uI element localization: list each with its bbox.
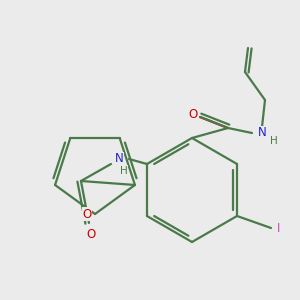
Text: O: O <box>82 208 91 220</box>
Text: H: H <box>120 166 128 176</box>
Text: I: I <box>277 221 281 235</box>
Text: N: N <box>258 127 266 140</box>
Text: H: H <box>270 136 278 146</box>
Text: O: O <box>86 229 96 242</box>
Text: O: O <box>188 109 198 122</box>
Text: N: N <box>115 152 123 166</box>
